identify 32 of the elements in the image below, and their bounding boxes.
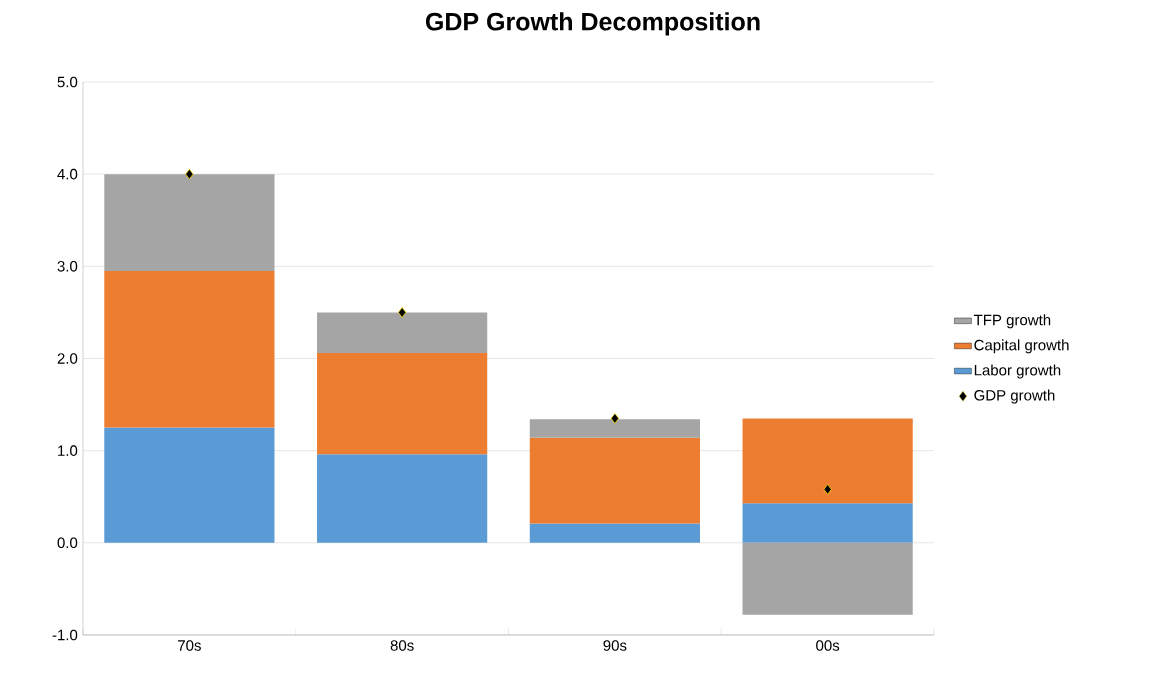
legend-label: Labor growth [974,364,1061,379]
bar [104,270,275,428]
bar [529,419,700,438]
x-tick-label: 00s [816,640,840,651]
chart-title: GDP Growth Decomposition [425,12,760,36]
y-tick-label: 2.0 [57,353,78,364]
point [823,483,832,495]
bar [317,312,488,353]
bar [104,174,275,271]
point [185,168,194,180]
legend-label: GDP growth [974,389,1055,404]
bar [104,427,275,543]
y-tick-label: 0.0 [57,537,78,549]
y-tick-label: 3.0 [57,261,78,272]
bar [317,454,488,543]
bar [317,352,488,455]
bar [742,542,913,615]
legend-label: TFP growth [973,314,1051,329]
y-tick-label: -1.0 [52,629,78,641]
y-tick-label: 1.0 [58,445,78,456]
x-tick-label: 80s [390,640,414,651]
bar [529,437,700,524]
bar [742,418,913,504]
point [397,307,407,318]
point [610,413,620,424]
y-tick-label: 5.0 [57,76,78,88]
bar [529,523,700,543]
y-tick-label: 4.0 [57,168,78,180]
x-tick-label: 70s [178,640,201,651]
legend-label: Capital growth [974,339,1069,354]
x-tick-label: 90s [603,640,627,651]
bar [742,503,913,543]
